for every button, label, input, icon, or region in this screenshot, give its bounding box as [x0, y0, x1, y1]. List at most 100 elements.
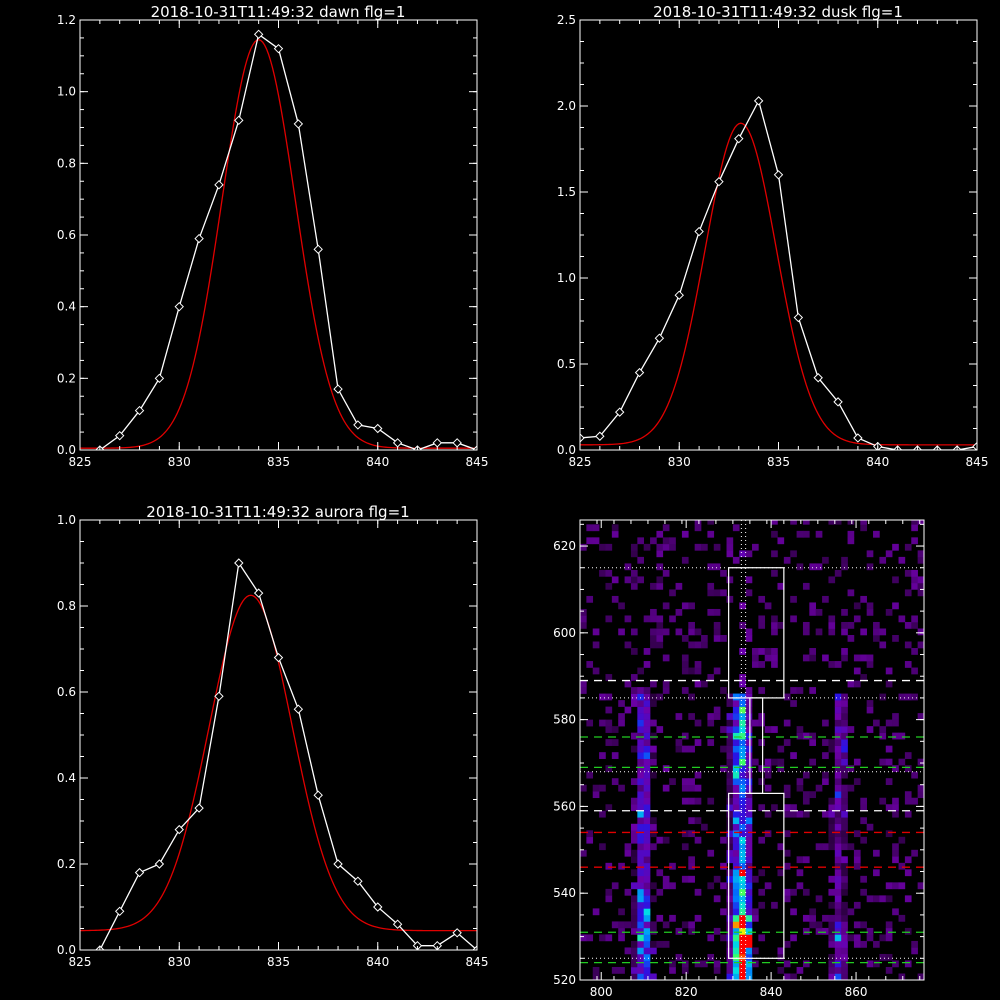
data-point — [353, 420, 363, 430]
heatmap-cell — [860, 836, 867, 844]
heatmap-cell — [630, 648, 638, 655]
heatmap-cell — [758, 648, 766, 655]
heatmap-cell — [675, 745, 683, 753]
heatmap-cell — [739, 882, 746, 890]
heatmap-cell — [853, 849, 861, 857]
heatmap-cell — [592, 537, 600, 545]
heatmap-cell — [841, 784, 848, 792]
data-point — [813, 373, 823, 383]
data-point — [614, 407, 625, 417]
heatmap-cell — [650, 947, 657, 955]
heatmap-cell — [630, 895, 638, 903]
heatmap-cell — [732, 921, 740, 929]
heatmap-cell — [643, 745, 651, 753]
data-point — [253, 29, 264, 40]
heatmap-cell — [675, 582, 683, 590]
heatmap-cell — [599, 543, 606, 551]
heatmap-cell — [643, 921, 651, 929]
heatmap-cell — [656, 530, 664, 538]
heatmap-cell — [822, 843, 829, 851]
heatmap-cell — [637, 901, 644, 909]
heatmap-cell — [681, 687, 689, 694]
heatmap-cell — [822, 654, 829, 662]
heatmap-cell — [745, 550, 753, 558]
heatmap-cell — [688, 830, 695, 838]
data-point — [114, 430, 125, 441]
heatmap-cell — [828, 797, 836, 805]
heatmap-cell — [866, 927, 874, 935]
heatmap-cell — [694, 836, 702, 844]
heatmap-cell — [853, 680, 861, 688]
heatmap-cell — [637, 804, 644, 812]
heatmap-cell — [586, 836, 594, 844]
heatmap-cell — [739, 901, 746, 909]
heatmap-cell — [834, 843, 842, 851]
heatmap-cell — [713, 966, 721, 974]
heatmap-cell — [681, 843, 689, 851]
data-point — [174, 824, 184, 835]
heatmap-cell — [643, 771, 651, 779]
heatmap-cell — [834, 569, 842, 577]
heatmap-cell — [637, 914, 644, 922]
heatmap-cell — [643, 914, 651, 922]
heatmap-cell — [745, 875, 753, 883]
heatmap-cell — [650, 582, 657, 590]
heatmap-cell — [624, 849, 632, 857]
data-point — [793, 312, 804, 323]
heatmap-cell — [637, 895, 644, 903]
heatmap-cell — [745, 693, 753, 701]
heatmap-cell — [675, 953, 683, 961]
heatmap-cell — [745, 953, 753, 961]
heatmap-cell — [879, 628, 887, 636]
data-point — [333, 384, 343, 394]
heatmap-cell — [771, 661, 778, 668]
heatmap-cell — [662, 836, 670, 844]
heatmap-cell — [834, 520, 842, 525]
heatmap-cell — [643, 953, 651, 961]
heatmap-cell — [739, 810, 746, 818]
heatmap-cell — [853, 654, 861, 662]
heatmap-cell — [898, 615, 906, 623]
heatmap-cell — [732, 817, 740, 825]
heatmap-cell — [732, 745, 740, 753]
heatmap-cell — [771, 530, 778, 538]
heatmap-cell — [783, 556, 791, 564]
data-point — [714, 176, 724, 187]
heatmap-cell — [771, 615, 778, 623]
y-tick-label: 600 — [553, 626, 576, 640]
heatmap-cell — [898, 862, 906, 870]
heatmap-cell — [732, 843, 740, 851]
heatmap-cell — [834, 973, 842, 980]
heatmap-cell — [688, 927, 695, 935]
heatmap-cell — [739, 856, 746, 864]
data-point — [472, 445, 477, 450]
heatmap-cell — [841, 804, 848, 812]
heatmap-cell — [681, 921, 689, 929]
heatmap-cell — [783, 862, 791, 870]
heatmap-cell — [834, 888, 842, 896]
heatmap-cell — [726, 849, 734, 857]
heatmap-cell — [732, 966, 740, 974]
heatmap-cell — [809, 687, 816, 694]
heatmap-cell — [771, 654, 778, 662]
heatmap-cell — [618, 908, 625, 916]
heatmap-cell — [726, 804, 734, 812]
heatmap-cell — [662, 537, 670, 545]
heatmap-cell — [637, 849, 644, 857]
heatmap-cell — [885, 882, 893, 890]
heatmap-cell — [752, 758, 759, 766]
heatmap-cell — [745, 921, 753, 929]
heatmap-cell — [841, 908, 848, 916]
heatmap-cell — [624, 563, 632, 571]
heatmap-cell — [643, 661, 651, 668]
heatmap-cell — [745, 797, 753, 805]
heatmap-cell — [783, 810, 791, 818]
heatmap-cell — [592, 641, 600, 649]
heatmap-cell — [745, 823, 753, 831]
heatmap-cell — [643, 810, 651, 818]
heatmap-cell — [694, 784, 702, 792]
heatmap-cell — [637, 882, 644, 890]
heatmap-cell — [834, 810, 842, 818]
heatmap-cell — [892, 797, 899, 805]
heatmap-cell — [669, 966, 676, 974]
